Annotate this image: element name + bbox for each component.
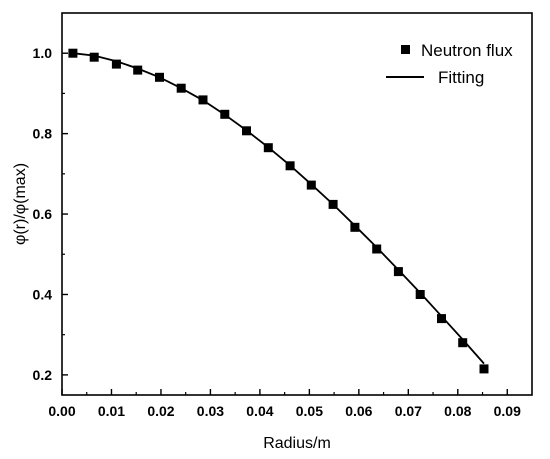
legend-label-fitting: Fitting (438, 68, 484, 87)
y-tick-label: 1.0 (33, 45, 53, 61)
y-tick-label: 0.2 (33, 367, 53, 383)
x-tick-label: 0.00 (48, 403, 75, 419)
data-point (415, 290, 425, 299)
y-tick-label: 0.4 (33, 286, 53, 302)
legend-label-neutron-flux: Neutron flux (421, 41, 513, 60)
data-point (393, 267, 403, 277)
y-axis-title: φ(r)/φ(max) (12, 163, 29, 245)
plot-frame (61, 12, 533, 396)
x-tick-label: 0.02 (147, 403, 174, 419)
y-axis: 0.2 0.4 0.6 0.8 1.0 (33, 45, 68, 383)
x-tick-label: 0.04 (246, 403, 273, 419)
data-point (350, 222, 360, 232)
data-point (242, 126, 251, 136)
data-point (458, 338, 468, 348)
legend: Neutron flux Fitting (386, 41, 513, 87)
x-tick-label: 0.08 (444, 403, 471, 419)
x-tick-label: 0.03 (197, 403, 224, 419)
legend-marker-neutron-flux (401, 45, 410, 54)
x-tick-label: 0.06 (345, 403, 372, 419)
data-point (68, 48, 78, 58)
neutron-flux-points (68, 48, 489, 374)
fitting-line (72, 52, 485, 365)
data-point (176, 83, 186, 93)
x-tick-label: 0.07 (395, 403, 422, 419)
data-point (263, 143, 273, 153)
x-tick-label: 0.01 (98, 403, 125, 419)
x-tick-label: 0.05 (296, 403, 323, 419)
data-point (155, 72, 164, 82)
data-point (306, 180, 316, 190)
data-point (328, 199, 338, 209)
x-tick-label: 0.09 (494, 403, 521, 419)
data-point (111, 59, 121, 69)
y-tick-label: 0.8 (33, 126, 53, 142)
data-point (372, 244, 382, 254)
data-point (133, 65, 143, 75)
data-point (220, 109, 230, 119)
data-point (285, 161, 295, 171)
x-axis-title: Radius/m (263, 435, 331, 452)
data-point (198, 95, 208, 105)
x-axis: 0.00 0.01 0.02 0.03 0.04 0.05 0.06 0.07 0.08 0.09 (48, 389, 521, 419)
data-point (437, 314, 446, 324)
data-point (89, 52, 99, 62)
y-tick-label: 0.6 (33, 206, 53, 222)
data-point (479, 364, 489, 374)
